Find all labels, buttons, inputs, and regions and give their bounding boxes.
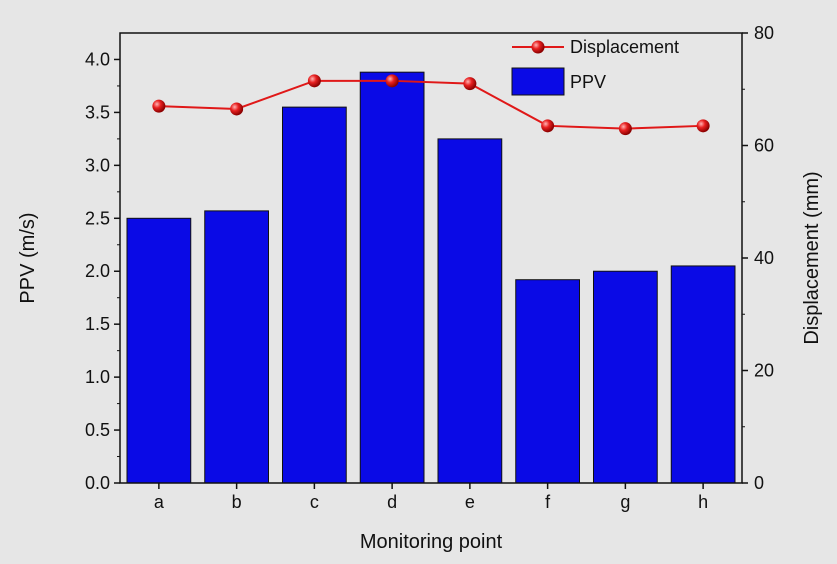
y-left-tick-label: 1.0 [85,367,110,387]
bar-h [670,265,736,484]
displacement-point-e [463,77,477,91]
bar-g [592,270,658,484]
line-layer [152,74,710,136]
y-left-tick-label: 4.0 [85,49,110,69]
y-left-tick-label: 2.0 [85,261,110,281]
y-left-tick-label: 3.0 [85,155,110,175]
bars-layer [126,71,736,484]
displacement-point-d [385,74,399,88]
displacement-point-h [696,119,710,133]
y-axis-left-title: PPV (m/s) [17,212,39,303]
y-right-tick-label: 60 [754,136,774,156]
x-tick-label-c: c [310,492,319,512]
x-tick-label-e: e [465,492,475,512]
y-right-tick-label: 20 [754,361,774,381]
x-tick-label-h: h [698,492,708,512]
y-left-tick-label: 1.5 [85,314,110,334]
x-tick-label-f: f [545,492,551,512]
displacement-point-f [541,119,555,133]
x-tick-label-g: g [620,492,630,512]
bar-e [437,138,503,484]
displacement-point-a [152,99,166,113]
x-tick-label-a: a [154,492,165,512]
legend-label-ppv: PPV [570,72,606,92]
legend-label-displacement: Displacement [570,37,679,57]
legend-bar-swatch [511,67,565,96]
y-left-tick-label: 3.5 [85,102,110,122]
displacement-point-g [618,122,632,136]
axes-layer: a b c d e f g h 0.0 0.5 1.0 1.5 2.0 2.5 3.0 3.5 4.0 0 20 40… [85,23,774,512]
x-tick-label-d: d [387,492,397,512]
y-right-tick-label: 0 [754,473,764,493]
bar-d [359,71,425,484]
x-tick-label-b: b [232,492,242,512]
x-axis-title: Monitoring point [360,531,503,553]
bar-c [281,106,347,484]
displacement-point-b [230,102,244,116]
legend-marker-swatch [531,40,545,54]
bar-a [126,217,192,484]
displacement-point-c [307,74,321,88]
y-right-tick-label: 80 [754,23,774,43]
y-left-tick-label: 0.0 [85,473,110,493]
bar-f [515,279,581,484]
displacement-line [158,79,704,130]
y-left-tick-label: 0.5 [85,420,110,440]
legend: Displacement PPV [511,37,679,96]
bar-b [204,210,270,484]
y-axis-right-title: Displacement (mm) [801,171,823,344]
y-right-tick-label: 40 [754,248,774,268]
y-left-tick-label: 2.5 [85,208,110,228]
